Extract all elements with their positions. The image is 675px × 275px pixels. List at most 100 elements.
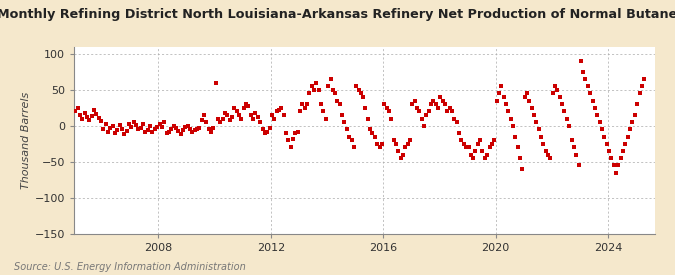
Point: [461, 145, 472, 150]
Point: [234, 113, 244, 117]
Point: [168, 124, 179, 128]
Point: [439, 102, 450, 106]
Point: [514, 156, 525, 160]
Point: [283, 138, 294, 142]
Point: [639, 77, 649, 81]
Point: [339, 120, 350, 125]
Point: [161, 131, 172, 135]
Point: [531, 120, 542, 125]
Point: [447, 109, 458, 114]
Point: [299, 106, 310, 110]
Point: [250, 111, 261, 115]
Point: [124, 122, 134, 126]
Point: [592, 113, 603, 117]
Text: Source: U.S. Energy Information Administration: Source: U.S. Energy Information Administ…: [14, 262, 245, 272]
Point: [290, 131, 301, 135]
Point: [479, 156, 490, 160]
Point: [484, 145, 495, 150]
Point: [98, 127, 109, 132]
Point: [178, 128, 188, 132]
Point: [91, 112, 102, 117]
Point: [84, 118, 95, 122]
Point: [288, 137, 298, 141]
Point: [241, 102, 252, 106]
Point: [522, 91, 533, 96]
Point: [163, 130, 174, 134]
Point: [510, 134, 521, 139]
Point: [355, 91, 366, 96]
Point: [407, 102, 418, 106]
Point: [109, 131, 120, 135]
Point: [297, 102, 308, 106]
Point: [144, 124, 155, 128]
Point: [316, 102, 327, 106]
Point: [524, 98, 535, 103]
Point: [398, 152, 408, 157]
Point: [597, 127, 608, 132]
Y-axis label: Thousand Barrels: Thousand Barrels: [21, 92, 30, 189]
Point: [176, 132, 186, 137]
Point: [286, 145, 296, 150]
Point: [379, 102, 389, 106]
Point: [400, 145, 411, 150]
Point: [444, 106, 455, 110]
Point: [229, 106, 240, 110]
Point: [358, 95, 369, 99]
Point: [529, 113, 539, 117]
Point: [573, 163, 584, 168]
Point: [580, 77, 591, 81]
Point: [587, 98, 598, 103]
Point: [477, 149, 488, 153]
Point: [541, 149, 551, 153]
Point: [211, 81, 221, 85]
Point: [138, 122, 148, 127]
Point: [227, 115, 238, 119]
Point: [157, 125, 167, 130]
Point: [203, 127, 214, 132]
Point: [421, 113, 432, 117]
Point: [618, 149, 628, 153]
Point: [564, 124, 574, 128]
Point: [431, 102, 441, 106]
Point: [468, 156, 479, 160]
Point: [501, 102, 512, 106]
Point: [452, 120, 462, 125]
Point: [475, 138, 485, 142]
Point: [318, 109, 329, 114]
Point: [620, 142, 630, 146]
Point: [114, 123, 125, 127]
Point: [135, 126, 146, 130]
Point: [248, 117, 259, 121]
Point: [306, 84, 317, 89]
Point: [426, 102, 437, 106]
Point: [377, 142, 387, 146]
Point: [566, 138, 577, 142]
Point: [519, 95, 530, 99]
Point: [70, 109, 81, 114]
Point: [128, 120, 139, 125]
Point: [259, 131, 270, 135]
Point: [323, 84, 333, 89]
Point: [435, 95, 446, 99]
Point: [308, 88, 319, 92]
Point: [433, 106, 443, 110]
Point: [456, 138, 467, 142]
Point: [154, 122, 165, 127]
Point: [327, 88, 338, 92]
Point: [545, 156, 556, 160]
Point: [487, 142, 497, 146]
Point: [616, 156, 626, 160]
Point: [189, 128, 200, 132]
Point: [550, 84, 561, 89]
Text: Monthly Refining District North Louisiana-Arkansas Refinery Net Production of No: Monthly Refining District North Louisian…: [0, 8, 675, 21]
Point: [391, 142, 402, 146]
Point: [374, 145, 385, 150]
Point: [348, 145, 359, 150]
Point: [88, 108, 99, 112]
Point: [496, 84, 507, 89]
Point: [437, 98, 448, 103]
Point: [608, 163, 619, 168]
Point: [278, 113, 289, 117]
Point: [372, 142, 383, 146]
Point: [86, 114, 97, 118]
